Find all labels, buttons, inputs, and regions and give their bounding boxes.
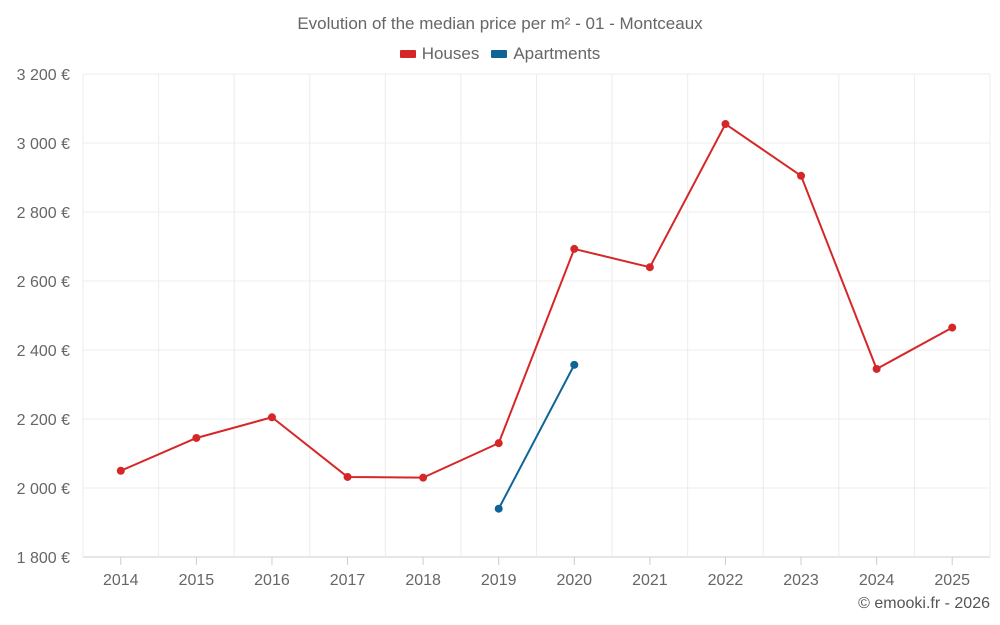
y-tick-label: 2 800 € — [17, 205, 70, 222]
credit-text: © emooki.fr - 2026 — [858, 595, 990, 612]
y-tick-label: 3 000 € — [17, 136, 70, 153]
data-point-houses-2015[interactable] — [192, 433, 201, 442]
x-tick-label: 2020 — [556, 572, 592, 589]
series-layer — [116, 120, 957, 513]
legend-item-apartments[interactable]: Apartments — [491, 44, 600, 64]
data-point-houses-2019[interactable] — [494, 439, 503, 448]
x-tick-label: 2014 — [103, 572, 139, 589]
data-point-houses-2021[interactable] — [645, 263, 654, 272]
legend-swatch-apartments — [491, 50, 508, 58]
data-point-houses-2025[interactable] — [948, 323, 957, 332]
y-tick-label: 2 000 € — [17, 481, 70, 498]
x-tick-label: 2023 — [783, 572, 819, 589]
y-tick-label: 2 200 € — [17, 412, 70, 429]
data-point-houses-2016[interactable] — [267, 413, 276, 422]
data-point-houses-2014[interactable] — [116, 466, 125, 475]
x-tick-label: 2015 — [179, 572, 215, 589]
x-tick-label: 2025 — [934, 572, 970, 589]
data-point-houses-2022[interactable] — [721, 120, 730, 129]
legend-item-houses[interactable]: Houses — [399, 44, 480, 64]
data-point-apartments-2020[interactable] — [570, 360, 579, 369]
x-tick-label: 2019 — [481, 572, 517, 589]
y-tick-label: 2 600 € — [17, 274, 70, 291]
y-tick-label: 3 200 € — [17, 67, 70, 84]
y-tick-label: 2 400 € — [17, 343, 70, 360]
data-point-apartments-2019[interactable] — [494, 504, 503, 513]
legend-label-houses: Houses — [421, 44, 480, 63]
data-point-houses-2024[interactable] — [872, 364, 881, 373]
legend-label-apartments: Apartments — [513, 44, 601, 63]
x-tick-label: 2024 — [859, 572, 895, 589]
series-line-houses — [120, 123, 953, 479]
legend: Houses Apartments — [0, 44, 1000, 64]
data-point-houses-2023[interactable] — [797, 171, 806, 180]
y-tick-label: 1 800 € — [17, 550, 70, 567]
x-tick-label: 2017 — [330, 572, 366, 589]
x-tick-label: 2016 — [254, 572, 290, 589]
legend-swatch-houses — [399, 50, 416, 58]
data-point-houses-2018[interactable] — [419, 473, 428, 482]
data-point-houses-2017[interactable] — [343, 472, 352, 481]
x-tick-label: 2018 — [405, 572, 441, 589]
grid-layer — [82, 73, 991, 558]
x-tick-label: 2022 — [708, 572, 744, 589]
x-tick-label: 2021 — [632, 572, 668, 589]
chart-title: Evolution of the median price per m² - 0… — [297, 14, 703, 33]
series-line-apartments — [497, 364, 576, 510]
data-point-houses-2020[interactable] — [570, 244, 579, 253]
axis-layer: 1 800 € 2 000 € 2 200 € 2 400 € 2 600 € 2 800… — [17, 67, 970, 589]
